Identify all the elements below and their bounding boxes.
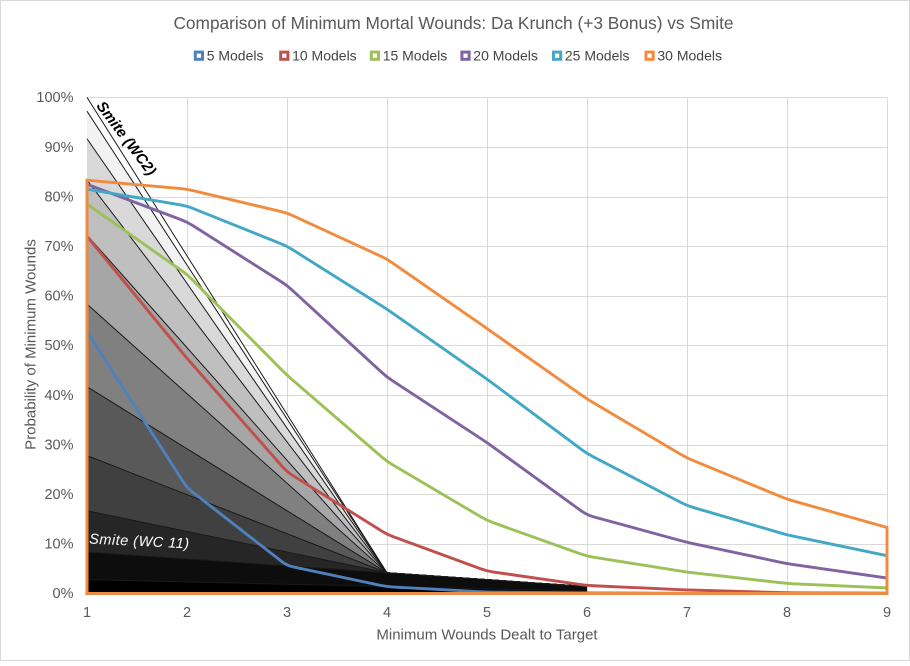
svg-text:3: 3	[283, 605, 291, 621]
svg-text:4: 4	[383, 605, 391, 621]
svg-text:90%: 90%	[44, 140, 73, 156]
svg-text:Probability of Minimum Wounds: Probability of Minimum Wounds	[23, 239, 40, 450]
svg-text:5: 5	[483, 605, 491, 621]
svg-text:10 Models: 10 Models	[292, 47, 357, 63]
svg-text:70%: 70%	[44, 239, 73, 255]
svg-text:7: 7	[683, 605, 691, 621]
svg-text:40%: 40%	[44, 388, 73, 404]
svg-text:9: 9	[883, 605, 891, 621]
svg-text:Comparison of Minimum Mortal W: Comparison of Minimum Mortal Wounds: Da …	[173, 13, 733, 33]
svg-text:80%: 80%	[44, 189, 73, 205]
svg-text:5 Models: 5 Models	[207, 47, 264, 63]
svg-text:30%: 30%	[44, 437, 73, 453]
svg-text:50%: 50%	[44, 338, 73, 354]
svg-text:20 Models: 20 Models	[473, 47, 538, 63]
svg-text:6: 6	[583, 605, 591, 621]
svg-text:15 Models: 15 Models	[383, 47, 448, 63]
svg-text:30 Models: 30 Models	[657, 47, 722, 63]
svg-text:25 Models: 25 Models	[565, 47, 630, 63]
svg-text:20%: 20%	[44, 487, 73, 503]
svg-text:8: 8	[783, 605, 791, 621]
svg-text:100%: 100%	[36, 90, 73, 106]
svg-text:60%: 60%	[44, 289, 73, 305]
svg-text:0%: 0%	[53, 586, 74, 602]
svg-text:Minimum Wounds Dealt to Target: Minimum Wounds Dealt to Target	[376, 627, 598, 644]
svg-text:2: 2	[183, 605, 191, 621]
svg-text:Smite (WC 11): Smite (WC 11)	[89, 532, 190, 553]
svg-text:10%: 10%	[44, 537, 73, 553]
svg-text:1: 1	[83, 605, 91, 621]
